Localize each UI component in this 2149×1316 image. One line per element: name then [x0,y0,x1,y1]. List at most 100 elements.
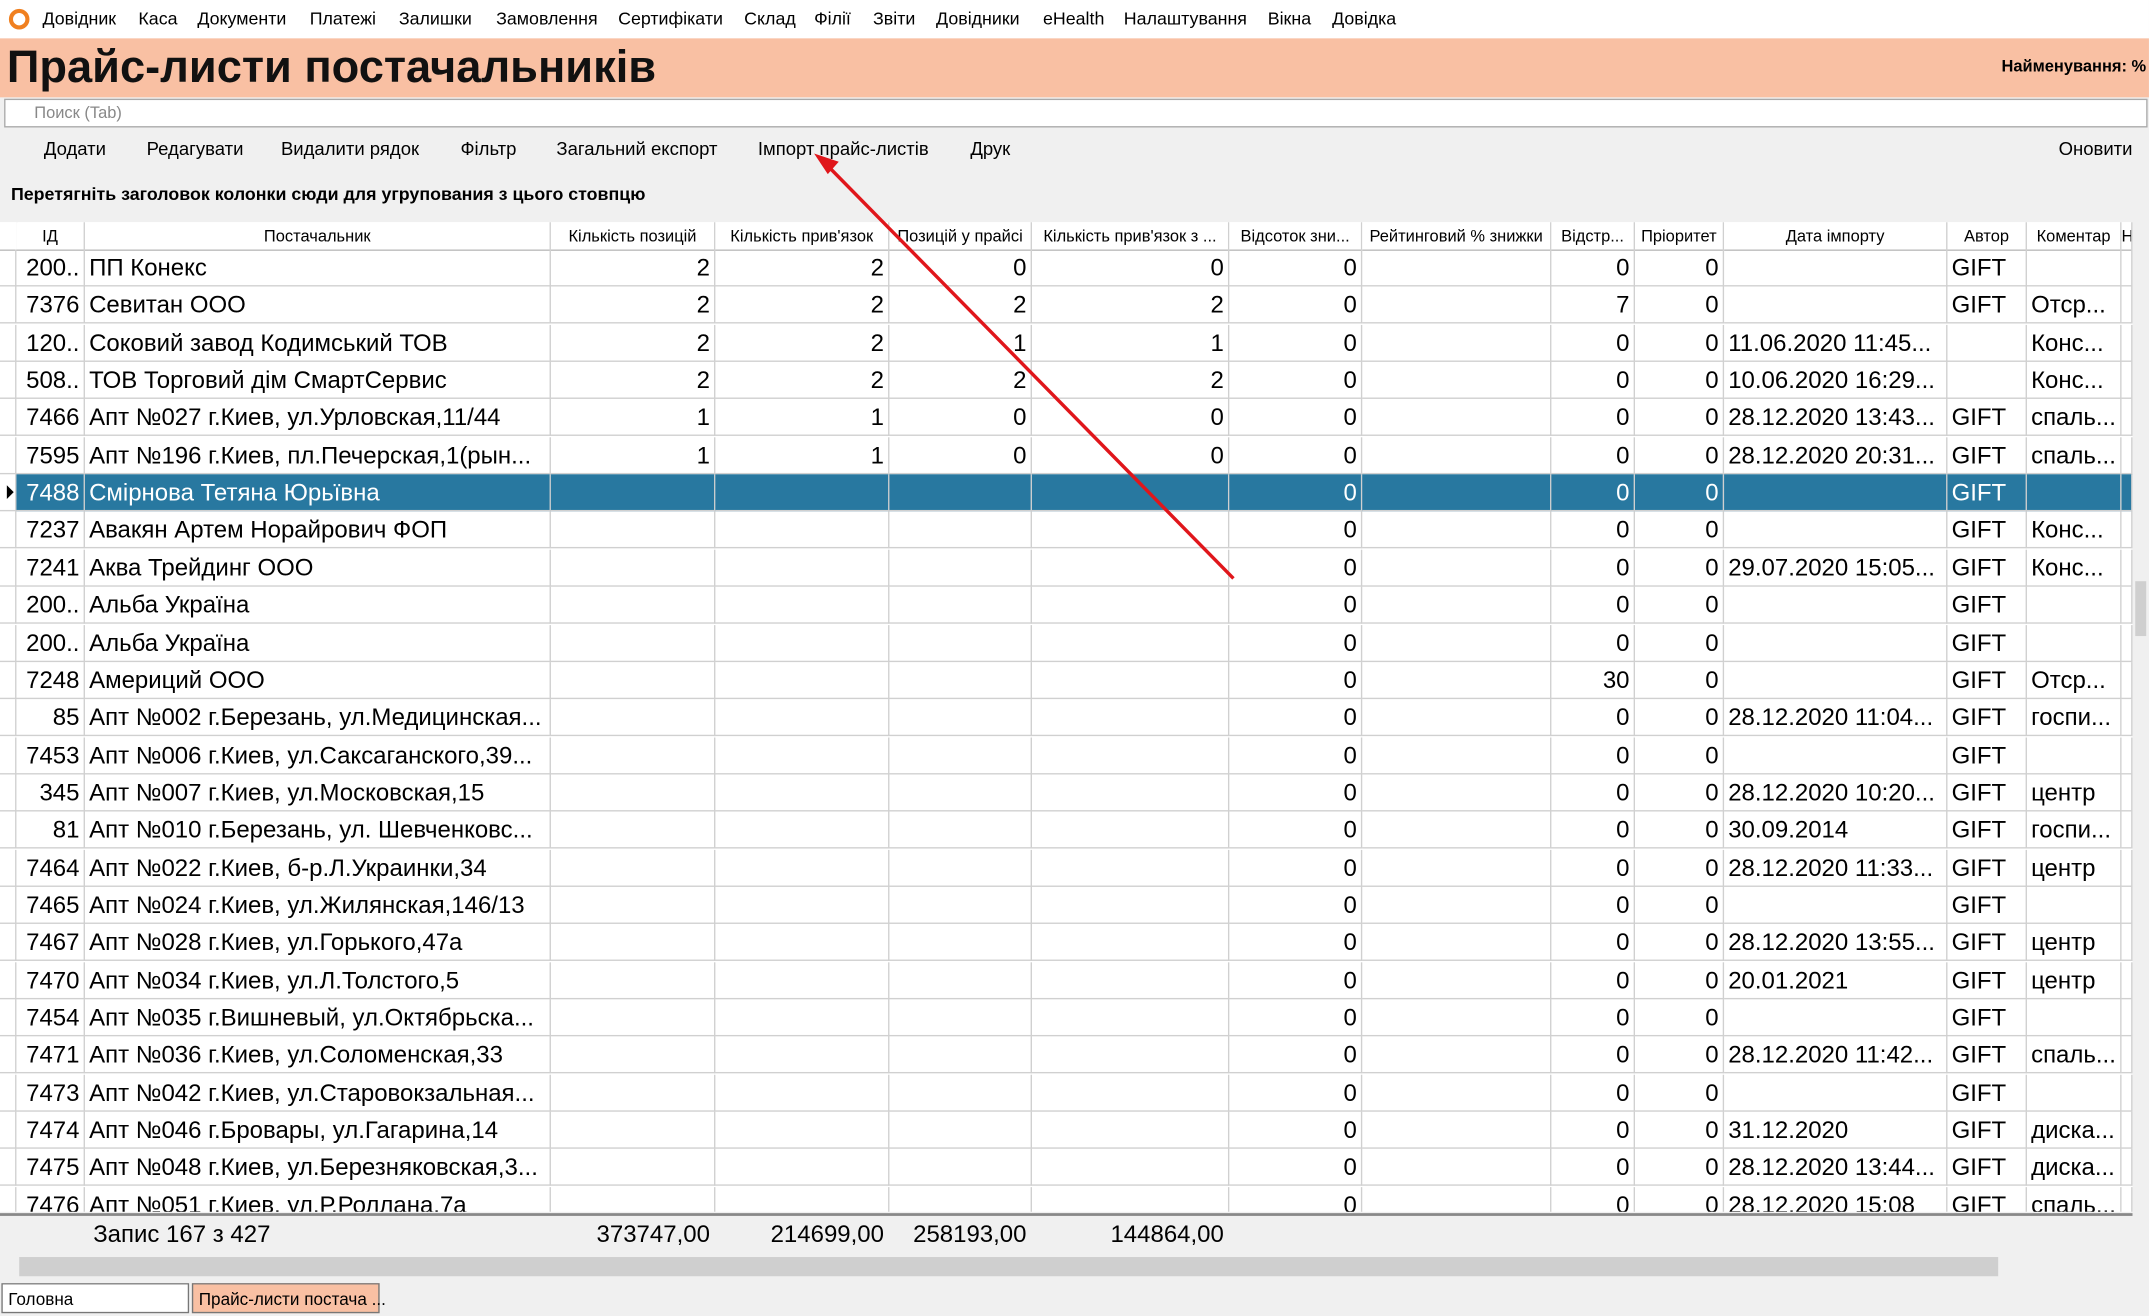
toolbar-button[interactable]: Редагувати [146,138,244,160]
grid-cell [889,624,1032,662]
grid-cell[interactable]: Альба Україна [84,586,551,624]
menu-item[interactable]: Склад [744,8,796,29]
menu-item[interactable]: Довідник [42,8,117,29]
grid-cell: GIFT [1947,999,2027,1037]
menu-item[interactable]: Платежі [309,8,377,29]
grid-cell [889,586,1032,624]
menu-item[interactable]: Залишки [398,8,472,29]
toolbar-button[interactable]: Імпорт прайс-листів [757,138,929,160]
grid-cell[interactable]: Апт №002 г.Березань, ул.Медицинская... [84,699,551,737]
grid-cell[interactable]: Соковий завод Кодимський ТОВ [84,324,551,362]
column-header[interactable]: Автор [1947,222,2027,251]
grid-cell[interactable]: Аква Трейдинг ООО [84,549,551,587]
column-header[interactable]: Рейтинговий % знижки [1362,222,1552,251]
tab[interactable]: Головна [1,1283,190,1314]
menu-item[interactable]: Документи [197,8,287,29]
menu-item[interactable]: eHealth [1042,8,1105,29]
grid-cell: 0 [1551,511,1636,549]
toolbar-button[interactable]: Друк [970,138,1011,160]
toolbar-button[interactable]: Додати [43,138,106,160]
grid-cell[interactable]: Апт №035 г.Вишневый, ул.Октябрьска... [84,999,551,1037]
grid-cell[interactable]: ПП Конекс [84,249,551,287]
column-header[interactable]: Позицій у прайсі [889,222,1032,251]
column-header[interactable]: Кількість прив'язок [715,222,890,251]
grid-cell [2122,1186,2133,1212]
grid-cell: 0 [1229,324,1363,362]
grid-cell[interactable]: Смірнова Тетяна Юрьївна [84,474,551,512]
grid-cell [2121,399,2133,437]
grid-cell [715,661,890,699]
grid-cell [1031,1111,1230,1149]
tab[interactable]: Прайс-листи постача ... [191,1283,386,1314]
refresh-button[interactable]: Оновити [2058,138,2133,160]
column-header[interactable]: Постачальник [84,222,551,251]
grid-cell[interactable]: Апт №028 г.Киев, ул.Горького,47а [84,924,551,962]
grid-cell [550,961,716,999]
column-header[interactable]: Н [2121,222,2133,251]
menu-item[interactable]: Філії [814,8,851,29]
menu-item[interactable]: Замовлення [496,8,598,29]
grid-cell: центр [2026,774,2122,812]
grid-cell [1362,399,1552,437]
grid-cell: 1 [1031,324,1230,362]
menu-item[interactable]: Вікна [1267,8,1312,29]
grid-cell: 0 [1551,361,1636,399]
grid-cell[interactable]: Альба Україна [84,624,551,662]
menu-item[interactable]: Звіти [873,8,916,29]
menu-item[interactable]: Довідка [1332,8,1397,29]
menu-item[interactable]: Налаштування [1123,8,1247,29]
toolbar-button[interactable]: Фільтр [460,138,517,160]
menu-item[interactable]: Каса [138,8,178,29]
grid-cell [715,811,890,849]
grid-cell[interactable]: Апт №022 г.Киев, б-р.Л.Украинки,34 [84,849,551,887]
grid-cell[interactable]: Апт №042 г.Киев, ул.Старовокзальная... [84,1074,551,1112]
h-scrollbar[interactable] [19,1257,1999,1277]
grid-cell: 0 [1551,774,1636,812]
grid-cell [715,999,890,1037]
column-header[interactable]: Коментар [2026,222,2122,251]
grid-cell: 508.. [16,361,85,399]
grid-cell[interactable]: Авакян Артем Норайрович ФОП [84,511,551,549]
grid-cell [889,736,1032,774]
search-box[interactable]: Поиск (Tab) [4,98,2148,128]
grid-cell[interactable]: ТОВ Торговий дім СмартСервис [84,361,551,399]
grid-cell[interactable]: Апт №036 г.Киев, ул.Соломенская,33 [84,1036,551,1074]
column-header[interactable]: Відсоток зни... [1229,222,1363,251]
grid-cell[interactable]: Апт №051 г.Киев, ул.Р.Роллана,7а [85,1186,551,1212]
row-indicator-cell [0,324,17,362]
menu-item[interactable]: Довідники [936,8,1020,29]
grid-cell [1362,811,1552,849]
column-header[interactable]: ІД [16,222,85,251]
grid-cell: 7595 [16,436,85,474]
grid-cell[interactable]: Апт №046 г.Бровары, ул.Гагарина,14 [84,1111,551,1149]
grid-cell[interactable]: Апт №027 г.Киев, ул.Урловская,11/44 [84,399,551,437]
grid-cell [1031,849,1230,887]
column-header[interactable]: Дата імпорту [1724,222,1948,251]
grid-cell[interactable]: Апт №196 г.Киев, пл.Печерская,1(рын... [84,436,551,474]
v-scrollbar[interactable] [2132,222,2149,1251]
grid-cell[interactable]: Апт №034 г.Киев, ул.Л.Толстого,5 [84,961,551,999]
grid-cell: 11.06.2020 11:45... [1724,324,1948,362]
grid-cell[interactable]: Америций ООО [84,661,551,699]
grid-cell: GIFT [1947,774,2027,812]
toolbar-button[interactable]: Видалити рядок [280,138,420,160]
grid-cell[interactable]: Севитан ООО [84,286,551,324]
grid-cell: 0 [1229,924,1363,962]
grid-cell [889,849,1032,887]
toolbar-button[interactable]: Загальний експорт [556,138,718,160]
column-header[interactable]: Кількість позицій [550,222,716,251]
grid-cell[interactable]: Апт №010 г.Березань, ул. Шевченковс... [84,811,551,849]
menu-item[interactable]: Сертифікати [618,8,723,29]
column-header[interactable]: Пріоритет [1635,222,1725,251]
grid-cell: 0 [1229,999,1363,1037]
grid-cell[interactable]: Апт №007 г.Киев, ул.Московская,15 [84,774,551,812]
column-header[interactable]: Відстр... [1551,222,1636,251]
grid-cell: 0 [1635,1111,1725,1149]
grid-cell: 10.06.2020 16:29... [1724,361,1948,399]
grid-cell[interactable]: Апт №048 г.Киев, ул.Березняковская,3... [84,1149,551,1187]
column-header[interactable]: Кількість прив'язок з ... [1031,222,1230,251]
grid-cell: GIFT [1947,736,2027,774]
grid-cell[interactable]: Апт №006 г.Киев, ул.Саксаганского,39... [84,736,551,774]
grid-cell[interactable]: Апт №024 г.Киев, ул.Жилянская,146/13 [84,886,551,924]
